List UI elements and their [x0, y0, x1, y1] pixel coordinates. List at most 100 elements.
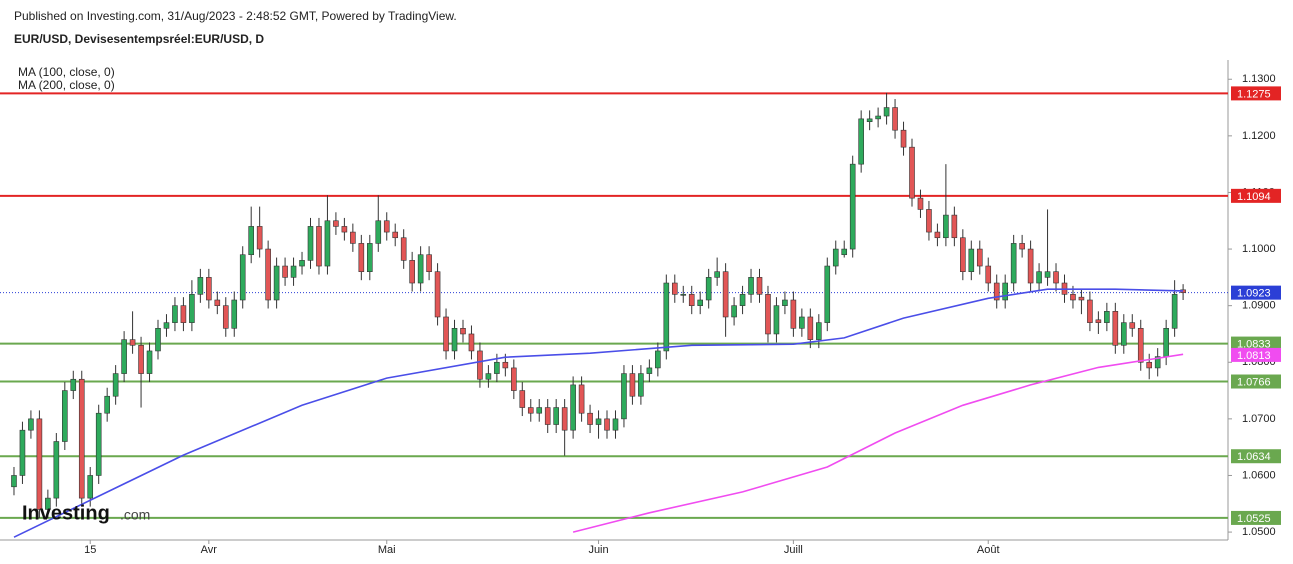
candle-body [299, 260, 305, 267]
candle-body [926, 209, 932, 233]
candle-body [121, 339, 127, 374]
candle-body [1129, 322, 1136, 329]
level-label: 1.1275 [1237, 88, 1271, 100]
x-tick-label: Avr [201, 544, 218, 556]
candle-body [646, 367, 653, 374]
candle-body [909, 146, 915, 199]
candle-body [934, 231, 941, 239]
candle-body [400, 237, 407, 261]
candle-body [561, 407, 568, 431]
level-label: 1.0634 [1237, 451, 1271, 463]
candle-body [1027, 248, 1034, 284]
candle-body [663, 282, 670, 352]
ma-last-box [1231, 347, 1281, 362]
candle-body [824, 265, 831, 323]
candle-body [28, 418, 34, 431]
candle-body [612, 418, 619, 431]
overlay: 1.13001.12001.11001.10001.09001.08001.07… [18, 65, 1281, 556]
candle-body [1112, 311, 1119, 346]
candle-body [680, 294, 687, 296]
ma-line [572, 353, 1184, 533]
candle-body [1154, 356, 1161, 369]
candle-body [316, 226, 322, 267]
level-label: 1.0525 [1237, 513, 1271, 525]
candle-body [790, 299, 797, 329]
candle-body [477, 350, 483, 380]
candle-body [748, 277, 754, 295]
candle-body [1053, 271, 1059, 284]
candle-body [1095, 319, 1102, 323]
candle-body [892, 107, 898, 131]
level-box [1231, 374, 1281, 389]
candle-body [417, 254, 424, 284]
candle-body [53, 441, 60, 499]
candle-body [917, 197, 924, 210]
candle-body [36, 418, 43, 510]
candle-body [985, 265, 992, 284]
candle-body [290, 265, 297, 278]
y-tick-label: 1.0500 [1242, 526, 1276, 538]
candle-body [1078, 296, 1085, 301]
candle-body [19, 429, 26, 476]
candle-body [70, 378, 77, 391]
candle-body [697, 299, 704, 306]
candle-body [1070, 294, 1076, 301]
candle-body [714, 271, 720, 278]
y-tick-label: 1.1000 [1242, 243, 1276, 255]
level-label: 1.0766 [1237, 376, 1271, 388]
candle-body [756, 277, 763, 295]
candle-body [536, 407, 543, 414]
candle-body [214, 299, 221, 306]
candle-body [655, 350, 661, 369]
candle-body [705, 277, 712, 301]
candle-body [189, 294, 195, 323]
candle-body [1010, 243, 1017, 284]
candle-body [222, 305, 229, 329]
candle-body [629, 373, 636, 397]
candle-body [333, 220, 339, 227]
candle-body [206, 277, 212, 301]
candle-body [773, 305, 780, 335]
candle-body [146, 350, 153, 374]
candle-body [722, 271, 729, 318]
candle-body [511, 367, 517, 391]
y-tick-label: 1.0700 [1242, 413, 1276, 425]
candle-body [485, 373, 492, 380]
candle-body [256, 226, 263, 250]
candle-body [375, 220, 382, 244]
level-label: 1.1094 [1237, 191, 1271, 203]
candle-body [1171, 294, 1178, 329]
candle-body [443, 316, 449, 352]
candle-body [688, 294, 695, 306]
candle-body [731, 305, 737, 318]
logo-name: Investing [22, 502, 110, 524]
candle-body [519, 390, 526, 408]
candle-body [502, 361, 509, 369]
candle-body [282, 265, 288, 278]
candle-body [366, 243, 373, 272]
legend-entry: MA (100, close, 0) [18, 65, 115, 79]
candle-body [866, 118, 873, 122]
last-price-label: 1.0923 [1237, 288, 1271, 300]
candle-body [858, 118, 864, 165]
candle-body [155, 328, 161, 352]
candle-body [968, 248, 975, 272]
candle-body [341, 226, 348, 233]
plot-area [0, 92, 1228, 538]
candle-body [78, 378, 85, 499]
candle-body [951, 214, 958, 239]
candle-body [138, 344, 144, 374]
candle-body [468, 333, 475, 352]
candle-body [426, 254, 432, 272]
candle-body [197, 277, 204, 295]
logo-suffix: .com [120, 507, 150, 523]
candle-body [943, 214, 949, 239]
candle-body [231, 299, 238, 329]
candle-body [95, 412, 102, 476]
candle-body [1120, 322, 1127, 346]
candle-body [451, 328, 458, 352]
candle-body [1137, 328, 1144, 363]
candle-body [832, 248, 839, 267]
y-tick-label: 1.1200 [1242, 130, 1276, 142]
candle-body [595, 418, 602, 425]
